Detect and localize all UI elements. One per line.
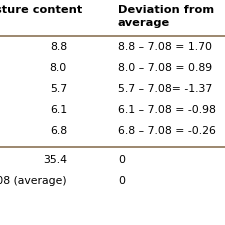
Text: 8.0: 8.0 (50, 63, 67, 73)
Text: Deviation from: Deviation from (118, 5, 214, 15)
Text: 6.8: 6.8 (50, 126, 67, 136)
Text: Moisture content: Moisture content (0, 5, 82, 15)
Text: 6.1 – 7.08 = -0.98: 6.1 – 7.08 = -0.98 (118, 105, 216, 115)
Text: 5.7: 5.7 (50, 84, 67, 94)
Text: 6.1: 6.1 (50, 105, 67, 115)
Text: 8.0 – 7.08 = 0.89: 8.0 – 7.08 = 0.89 (118, 63, 212, 73)
Text: average: average (118, 18, 170, 28)
Text: 8.8: 8.8 (50, 42, 67, 52)
Text: 5.7 – 7.08= -1.37: 5.7 – 7.08= -1.37 (118, 84, 212, 94)
Text: 0: 0 (118, 155, 125, 165)
Text: 7.08 (average): 7.08 (average) (0, 176, 67, 186)
Text: 0: 0 (118, 176, 125, 186)
Text: 35.4: 35.4 (43, 155, 67, 165)
Text: 6.8 – 7.08 = -0.26: 6.8 – 7.08 = -0.26 (118, 126, 216, 136)
Text: 8.8 – 7.08 = 1.70: 8.8 – 7.08 = 1.70 (118, 42, 212, 52)
